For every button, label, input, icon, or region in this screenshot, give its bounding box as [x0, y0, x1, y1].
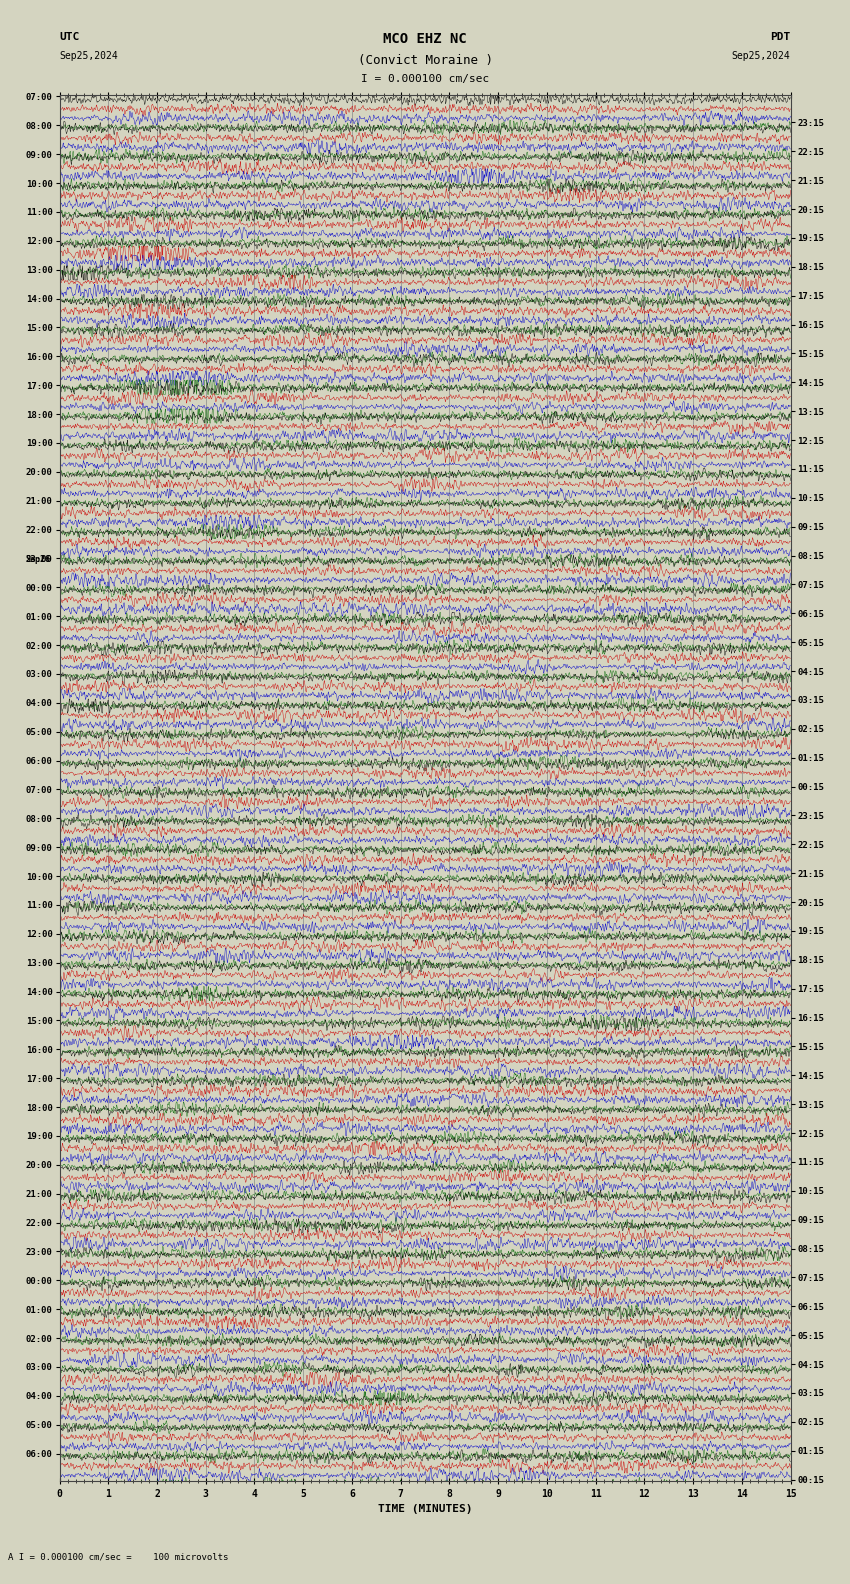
Text: I = 0.000100 cm/sec: I = 0.000100 cm/sec: [361, 74, 489, 84]
Text: Sep25,2024: Sep25,2024: [732, 51, 791, 60]
Text: Sep26: Sep26: [26, 556, 51, 564]
Text: MCO EHZ NC: MCO EHZ NC: [383, 32, 467, 46]
Text: (Convict Moraine ): (Convict Moraine ): [358, 54, 492, 67]
Text: Sep25,2024: Sep25,2024: [60, 51, 118, 60]
X-axis label: TIME (MINUTES): TIME (MINUTES): [377, 1503, 473, 1514]
Text: UTC: UTC: [60, 32, 80, 41]
Text: A I = 0.000100 cm/sec =    100 microvolts: A I = 0.000100 cm/sec = 100 microvolts: [8, 1552, 229, 1562]
Text: PDT: PDT: [770, 32, 790, 41]
